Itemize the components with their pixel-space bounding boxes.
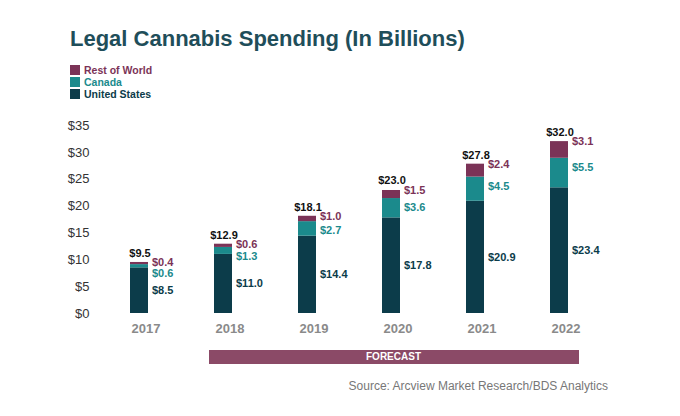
html-text:FORECAST: FORECAST (366, 351, 421, 362)
svg-text:$25: $25 (68, 171, 90, 186)
svg-text:$27.8: $27.8 (462, 149, 490, 161)
svg-text:$0.4: $0.4 (152, 256, 174, 268)
svg-text:$3.6: $3.6 (404, 201, 425, 213)
svg-text:2020: 2020 (384, 321, 413, 336)
svg-text:$5: $5 (75, 279, 89, 294)
svg-text:$3.1: $3.1 (572, 135, 593, 147)
html-text:Canada: Canada (84, 76, 122, 88)
svg-text:2017: 2017 (132, 321, 161, 336)
svg-text:$20.9: $20.9 (488, 251, 516, 263)
svg-text:$10: $10 (68, 252, 90, 267)
svg-text:$2.4: $2.4 (488, 158, 510, 170)
svg-text:$9.5: $9.5 (129, 247, 150, 259)
svg-text:$1.5: $1.5 (404, 184, 425, 196)
svg-text:$0: $0 (75, 306, 89, 321)
svg-text:$12.9: $12.9 (210, 229, 238, 241)
svg-text:$2.7: $2.7 (320, 224, 341, 236)
svg-text:$8.5: $8.5 (152, 284, 173, 296)
svg-text:$0.6: $0.6 (152, 267, 173, 279)
svg-text:$15: $15 (68, 225, 90, 240)
svg-text:$18.1: $18.1 (294, 201, 322, 213)
svg-text:$0.6: $0.6 (236, 238, 257, 250)
html-text:Source: Arcview Market Researc: Source: Arcview Market Research/BDS Anal… (348, 379, 608, 393)
svg-text:$20: $20 (68, 198, 90, 213)
svg-text:$30: $30 (68, 145, 90, 160)
svg-text:$1.0: $1.0 (320, 210, 341, 222)
svg-text:$35: $35 (68, 118, 90, 133)
svg-text:$1.3: $1.3 (236, 250, 257, 262)
html-text:United States: United States (84, 88, 152, 100)
svg-text:2022: 2022 (552, 321, 581, 336)
html-text:Rest of World: Rest of World (84, 64, 153, 76)
svg-text:$23.0: $23.0 (378, 174, 406, 186)
html-text:Legal Cannabis Spending (In Bi: Legal Cannabis Spending (In Billions) (70, 26, 465, 51)
svg-text:2018: 2018 (216, 321, 245, 336)
svg-text:$4.5: $4.5 (488, 180, 509, 192)
svg-text:2021: 2021 (468, 321, 497, 336)
svg-text:$14.4: $14.4 (320, 268, 348, 280)
svg-text:$11.0: $11.0 (236, 277, 263, 289)
svg-text:$17.8: $17.8 (404, 259, 432, 271)
svg-text:$5.5: $5.5 (572, 161, 593, 173)
svg-text:2019: 2019 (300, 321, 329, 336)
svg-text:$23.4: $23.4 (572, 244, 600, 256)
svg-text:$32.0: $32.0 (546, 126, 574, 138)
